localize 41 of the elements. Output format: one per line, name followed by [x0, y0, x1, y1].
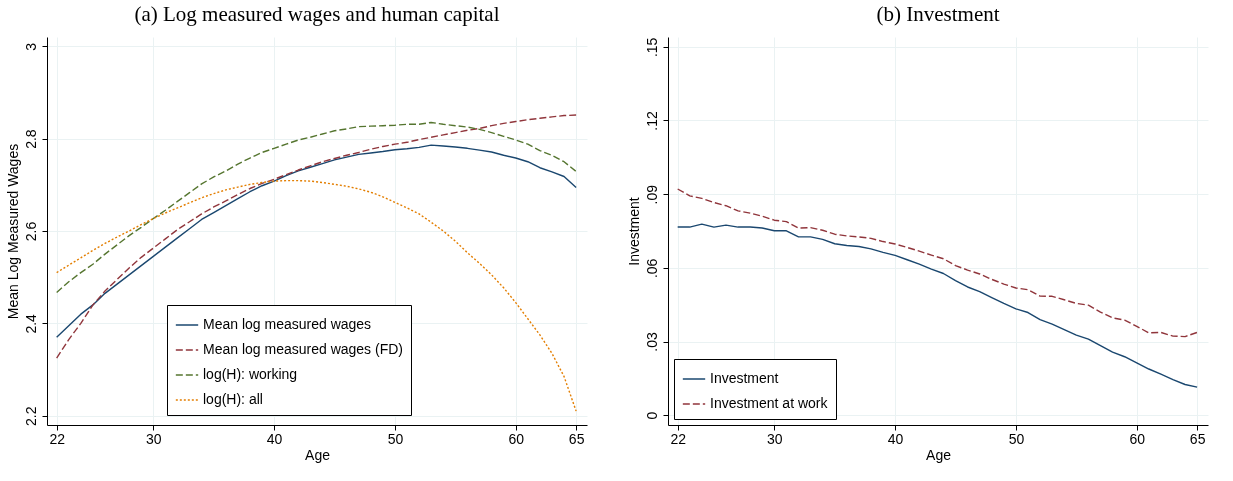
y-tick-label: 2.4: [22, 313, 39, 334]
y-tick-label: 2.6: [22, 221, 39, 242]
x-axis-title: Age: [305, 446, 331, 463]
x-tick-label: 50: [1008, 430, 1025, 447]
legend-label: Investment: [710, 370, 779, 386]
x-tick-label: 22: [670, 430, 687, 447]
line-series: [55, 179, 577, 412]
y-tick-label: .15: [643, 37, 660, 58]
y-tick-label: .06: [643, 258, 660, 279]
y-tick-label: 2.2: [22, 406, 39, 426]
x-tick-label: 22: [49, 430, 66, 447]
x-axis-title: Age: [926, 446, 952, 463]
x-tick-label: 65: [1189, 430, 1206, 447]
legend-label: Mean log measured wages (FD): [203, 341, 403, 357]
y-axis-title: Investment: [625, 197, 642, 266]
x-tick-label: 40: [266, 430, 283, 447]
legend-label: Investment at work: [710, 395, 829, 411]
y-axis-title: Mean Log Measured Wages: [4, 143, 21, 320]
x-tick-label: 30: [767, 430, 783, 447]
y-tick-label: .12: [643, 111, 660, 131]
x-tick-label: 60: [508, 430, 525, 447]
chart-title: (b) Investment: [876, 2, 1000, 26]
line-series: [55, 114, 577, 359]
x-tick-label: 40: [887, 430, 904, 447]
legend-label: log(H): working: [203, 366, 298, 382]
y-tick-label: 3: [22, 42, 39, 51]
line-series: [676, 223, 1198, 388]
x-tick-label: 50: [387, 430, 404, 447]
chart-title: (a) Log measured wages and human capital: [134, 2, 500, 26]
y-tick-label: 0: [643, 411, 660, 420]
x-tick-label: 65: [568, 430, 585, 447]
line-series: [676, 188, 1198, 338]
x-tick-label: 30: [146, 430, 162, 447]
legend-label: log(H): all: [203, 391, 263, 407]
line-series: [55, 121, 577, 294]
legend-label: Mean log measured wages: [203, 316, 372, 332]
y-tick-label: .09: [643, 184, 660, 205]
y-tick-label: 2.8: [22, 129, 39, 149]
y-tick-label: .03: [643, 332, 660, 352]
x-tick-label: 60: [1129, 430, 1146, 447]
line-series: [55, 144, 577, 338]
